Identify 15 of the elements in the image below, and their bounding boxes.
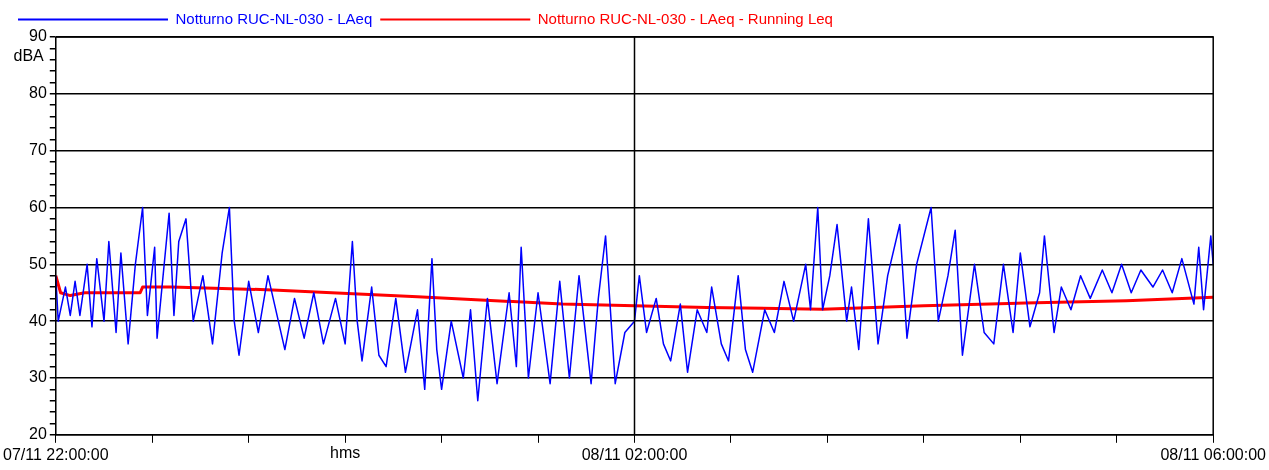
x-tick-label: 08/11 02:00:00 [581,445,688,463]
y-axis-title: dBA [13,47,45,65]
y-tick-label: 50 [28,254,47,272]
y-tick-label: 70 [28,141,47,159]
y-tick-label: 30 [28,368,47,386]
y-tick-label: 40 [28,311,47,329]
text: Notturno RUC-NL-030 - LAeq [175,9,373,27]
y-tick-label: 60 [28,197,47,215]
x-axis-title: hms [330,444,361,462]
y-tick-label: 20 [28,425,47,443]
y-tick-label: 90 [28,27,47,45]
x-tick-label: 07/11 22:00:00 [3,445,109,463]
y-tick-label: 80 [28,84,47,102]
text: Notturno RUC-NL-030 - LAeq - Running Leq [537,9,833,27]
x-tick-label: 08/11 06:00:00 [1160,445,1267,463]
